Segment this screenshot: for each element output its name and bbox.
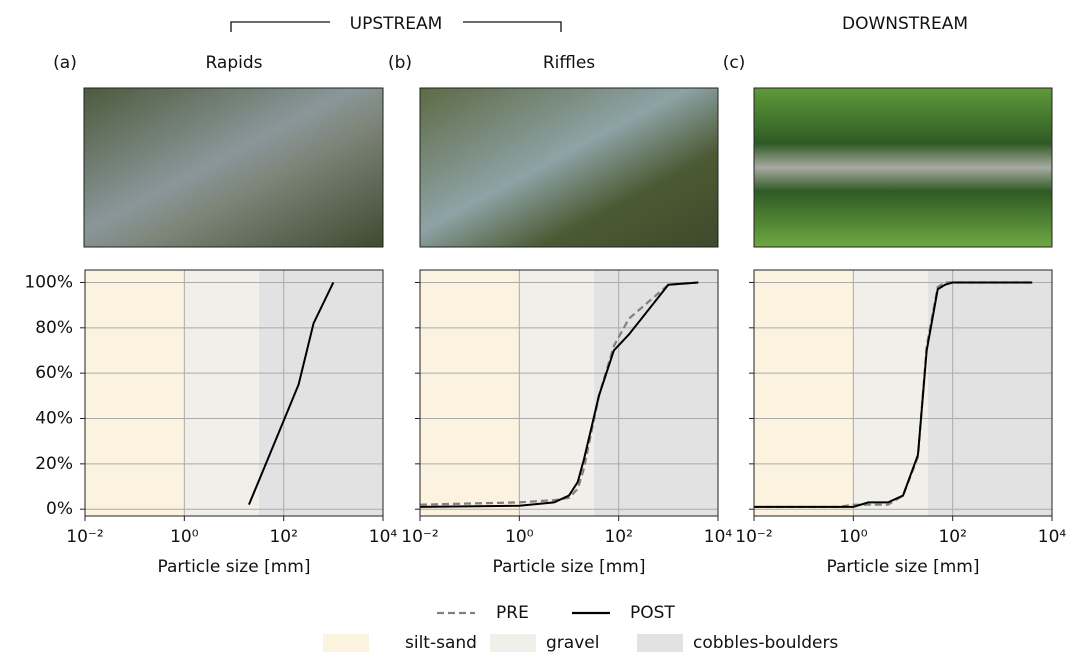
x-tick-label: 10⁻² [66,527,103,547]
x-axis-label: Particle size [mm] [493,557,646,577]
size-class-band [85,270,184,516]
size-class-band [853,270,928,516]
legend-swatch [323,634,369,652]
legend-label: POST [630,603,675,623]
x-tick-label: 10⁴ [704,527,733,547]
x-tick-label: 10⁻² [401,527,438,547]
legend-label: PRE [496,603,529,623]
x-tick-label: 10² [269,527,297,547]
x-axis-label: Particle size [mm] [827,557,980,577]
y-tick-label: 60% [35,363,73,383]
figure: UPSTREAM DOWNSTREAM (a) Rapids 0% 20% 40% 60%… [0,0,1070,654]
header: UPSTREAM DOWNSTREAM [231,14,968,34]
plot [85,270,383,516]
y-tick-label: 0% [46,499,73,519]
upstream-label: UPSTREAM [350,14,443,34]
size-class-band [519,270,594,516]
panel-label: (a) [53,53,77,73]
x-tick-label: 10⁰ [170,527,199,547]
photo [84,88,383,247]
legend-label: silt-sand [405,633,477,653]
size-class-band [928,270,1052,516]
x-tick-label: 10² [604,527,632,547]
plot [420,270,718,516]
x-tick-label: 10² [938,527,966,547]
y-tick-label: 40% [35,409,73,429]
y-tick-label: 20% [35,454,73,474]
legend-swatch [490,634,536,652]
panel-title: Riffles [543,53,595,73]
y-tick-label: 80% [35,318,73,338]
x-tick-label: 10⁻² [735,527,772,547]
legend-swatch [637,634,683,652]
photo [420,88,718,247]
legend-label: gravel [546,633,599,653]
x-tick-label: 10⁰ [839,527,868,547]
panel-title: Rapids [205,53,262,73]
legend-label: cobbles-boulders [693,633,838,653]
size-class-band [420,270,519,516]
photo [754,88,1052,247]
plot [754,270,1052,516]
x-tick-label: 10⁰ [505,527,534,547]
x-tick-label: 10⁴ [369,527,398,547]
size-class-band [184,270,259,516]
size-class-band [754,270,853,516]
downstream-label: DOWNSTREAM [842,14,968,34]
x-tick-label: 10⁴ [1038,527,1067,547]
panel-label: (b) [388,53,412,73]
legend: PRE POST silt-sand gravel cobbles-boulders [323,603,838,653]
panel-label: (c) [723,53,746,73]
x-axis-label: Particle size [mm] [158,557,311,577]
size-class-band [594,270,718,516]
y-tick-label: 100% [24,272,73,292]
